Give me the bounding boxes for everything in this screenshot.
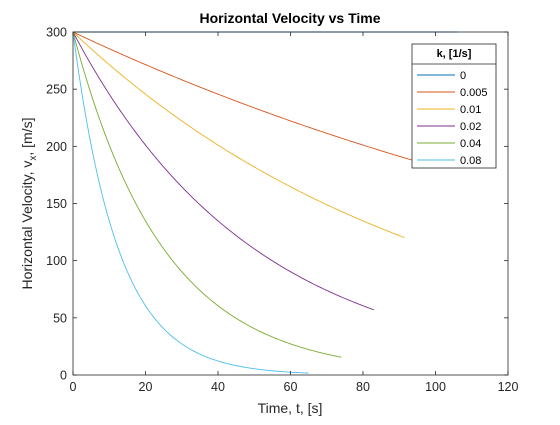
y-tick-label: 250 bbox=[46, 83, 67, 97]
y-axis-title-sub: x bbox=[28, 156, 39, 161]
y-tick-label: 150 bbox=[46, 197, 67, 211]
y-axis-title-main: Horizontal Velocity, v bbox=[19, 161, 35, 290]
series-line-4 bbox=[72, 31, 342, 358]
series-line-5 bbox=[72, 31, 309, 374]
x-tick-label: 60 bbox=[284, 380, 298, 394]
y-axis-title-tail: , [m/s] bbox=[19, 117, 35, 155]
y-tick-label: 0 bbox=[60, 369, 67, 383]
legend: k, [1/s] 0 0.005 0.01 0.02 0.04 0.08 bbox=[411, 43, 497, 169]
y-tick-label: 200 bbox=[46, 140, 67, 154]
legend-label-4: 0.04 bbox=[460, 138, 481, 150]
x-tick-label: 0 bbox=[70, 380, 77, 394]
x-tick-label: 20 bbox=[139, 380, 153, 394]
series-line-1 bbox=[72, 31, 433, 167]
y-tick-label: 50 bbox=[53, 311, 67, 325]
legend-title: k, [1/s] bbox=[437, 48, 472, 60]
x-axis-title: Time, t, [s] bbox=[258, 400, 323, 416]
x-ticks: 0 20 40 60 80 100 120 bbox=[70, 32, 519, 394]
y-tick-label: 100 bbox=[46, 254, 67, 268]
legend-label-3: 0.02 bbox=[460, 121, 481, 133]
legend-entries: 0 0.005 0.01 0.02 0.04 0.08 bbox=[417, 70, 488, 167]
series-line-2 bbox=[72, 31, 405, 239]
y-ticks: 0 50 100 150 200 250 300 bbox=[46, 26, 508, 383]
x-tick-label: 80 bbox=[356, 380, 370, 394]
legend-label-0: 0 bbox=[460, 70, 466, 82]
legend-box bbox=[411, 43, 497, 169]
legend-label-1: 0.005 bbox=[460, 87, 488, 99]
legend-label-2: 0.01 bbox=[460, 104, 481, 116]
chart-title: Horizontal Velocity vs Time bbox=[199, 10, 380, 26]
x-tick-label: 100 bbox=[425, 380, 446, 394]
legend-label-5: 0.08 bbox=[460, 155, 481, 167]
y-axis-title: Horizontal Velocity, vx, [m/s] bbox=[19, 117, 39, 289]
x-tick-label: 120 bbox=[498, 380, 519, 394]
y-tick-label: 300 bbox=[46, 26, 67, 40]
series-line-3 bbox=[72, 31, 375, 311]
x-tick-label: 40 bbox=[211, 380, 225, 394]
